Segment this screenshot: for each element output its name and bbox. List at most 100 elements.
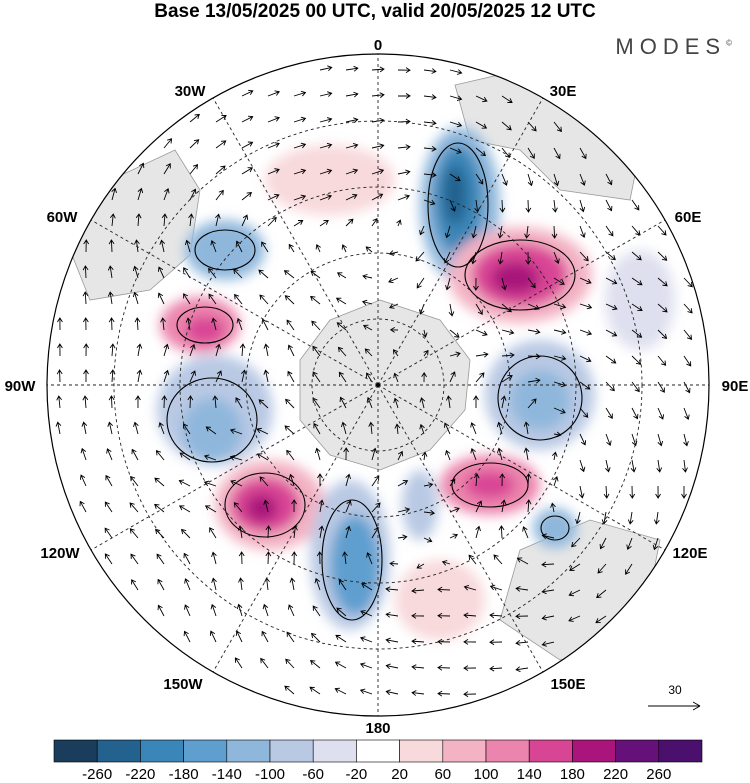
wind-vector: [338, 579, 347, 591]
wind-vector: [657, 355, 667, 366]
wind-vector: [267, 216, 277, 227]
wind-vector: [135, 213, 142, 227]
wind-vector: [449, 199, 456, 212]
wind-vector: [185, 317, 192, 331]
wind-vector: [631, 225, 641, 236]
wind-vector: [109, 213, 116, 227]
wind-vector: [154, 477, 165, 487]
colorbar-swatch: [615, 739, 660, 763]
wind-vector: [310, 295, 321, 305]
wind-vector: [345, 117, 359, 124]
wind-vector: [83, 343, 90, 357]
wind-vector: [260, 657, 269, 669]
wind-vector: [265, 551, 272, 565]
wind-vector: [568, 589, 581, 597]
wind-vector: [241, 89, 254, 97]
wind-vector: [265, 525, 272, 539]
wind-vector: [499, 199, 506, 213]
colorbar-swatch: [356, 739, 400, 763]
wind-vector: [57, 317, 63, 331]
wind-vector: [312, 371, 321, 383]
wind-vector: [371, 218, 378, 227]
wind-vector: [525, 199, 532, 213]
wind-vector: [338, 371, 347, 383]
wind-vector: [470, 447, 477, 461]
wind-vector: [475, 372, 485, 383]
wind-vector: [553, 355, 567, 361]
wind-vector: [631, 407, 639, 420]
wind-vector: [137, 162, 145, 175]
wind-vector: [579, 329, 593, 336]
wind-vector: [104, 501, 113, 513]
wind-vector: [289, 577, 296, 591]
wind-vector: [385, 586, 399, 593]
wind-vector: [411, 690, 425, 696]
wind-vector: [423, 509, 436, 516]
wind-vector: [397, 93, 411, 99]
wind-vector: [489, 612, 503, 619]
wind-vector: [209, 630, 217, 643]
wind-vector: [267, 193, 280, 201]
wind-vector: [552, 199, 558, 213]
wind-vector: [183, 293, 191, 305]
wind-vector: [423, 120, 437, 126]
wind-vector: [497, 447, 503, 461]
wind-vector: [129, 528, 139, 539]
lon-label-120e: 120E: [672, 545, 707, 562]
wind-vector: [579, 407, 589, 418]
wind-vector: [550, 502, 556, 513]
wind-vector: [385, 689, 399, 696]
wind-vector: [437, 612, 451, 619]
wind-vector: [341, 244, 347, 253]
modes-logo: MODES©: [615, 34, 732, 59]
wind-vector: [111, 187, 117, 201]
wind-vector: [315, 243, 321, 253]
wind-vector: [284, 425, 295, 435]
wind-vector: [235, 240, 243, 253]
wind-vector: [234, 293, 243, 305]
wind-vector: [527, 147, 535, 159]
wind-vector: [657, 303, 668, 313]
wind-vector: [107, 421, 114, 435]
wind-vector: [411, 587, 425, 594]
wind-vector: [83, 369, 89, 383]
wind-vector: [135, 395, 141, 409]
wind-vector: [343, 447, 349, 461]
wind-vector: [337, 346, 347, 357]
colorbar-tick-label: 220: [603, 766, 628, 783]
wind-vector: [683, 303, 693, 314]
wind-vector: [627, 511, 634, 525]
wind-vector: [359, 662, 373, 669]
wind-vector: [130, 475, 139, 487]
wind-vector: [267, 142, 280, 149]
wind-vector: [336, 607, 347, 617]
wind-vector: [157, 292, 165, 305]
wind-vector: [419, 225, 425, 236]
wind-vector: [657, 329, 668, 340]
colorbar-tick-label: -220: [125, 766, 155, 783]
colorbar-swatch: [528, 739, 573, 763]
wind-vector: [155, 450, 165, 461]
wind-vector: [411, 612, 425, 619]
wind-vector: [385, 637, 399, 644]
map-title: Base 13/05/2025 00 UTC, valid 20/05/2025…: [154, 1, 596, 22]
colorbar-swatch: [140, 739, 184, 763]
wind-vector: [683, 329, 693, 340]
wind-vector: [445, 449, 451, 461]
wind-vector: [184, 604, 191, 617]
wind-vector: [339, 396, 347, 409]
wind-vector: [423, 349, 429, 357]
wind-vector: [388, 277, 399, 284]
wind-vector: [360, 636, 373, 643]
wind-vector: [263, 343, 270, 357]
wind-vector: [437, 690, 451, 697]
wind-vector: [605, 355, 617, 364]
wind-vector: [293, 220, 304, 227]
wind-vector: [159, 239, 166, 253]
lon-label-60w: 60W: [47, 209, 79, 226]
wind-vector: [319, 219, 329, 227]
wind-vector: [267, 168, 280, 175]
wind-vector: [79, 474, 87, 487]
wind-vector: [449, 173, 461, 182]
wind-vector: [553, 121, 562, 133]
